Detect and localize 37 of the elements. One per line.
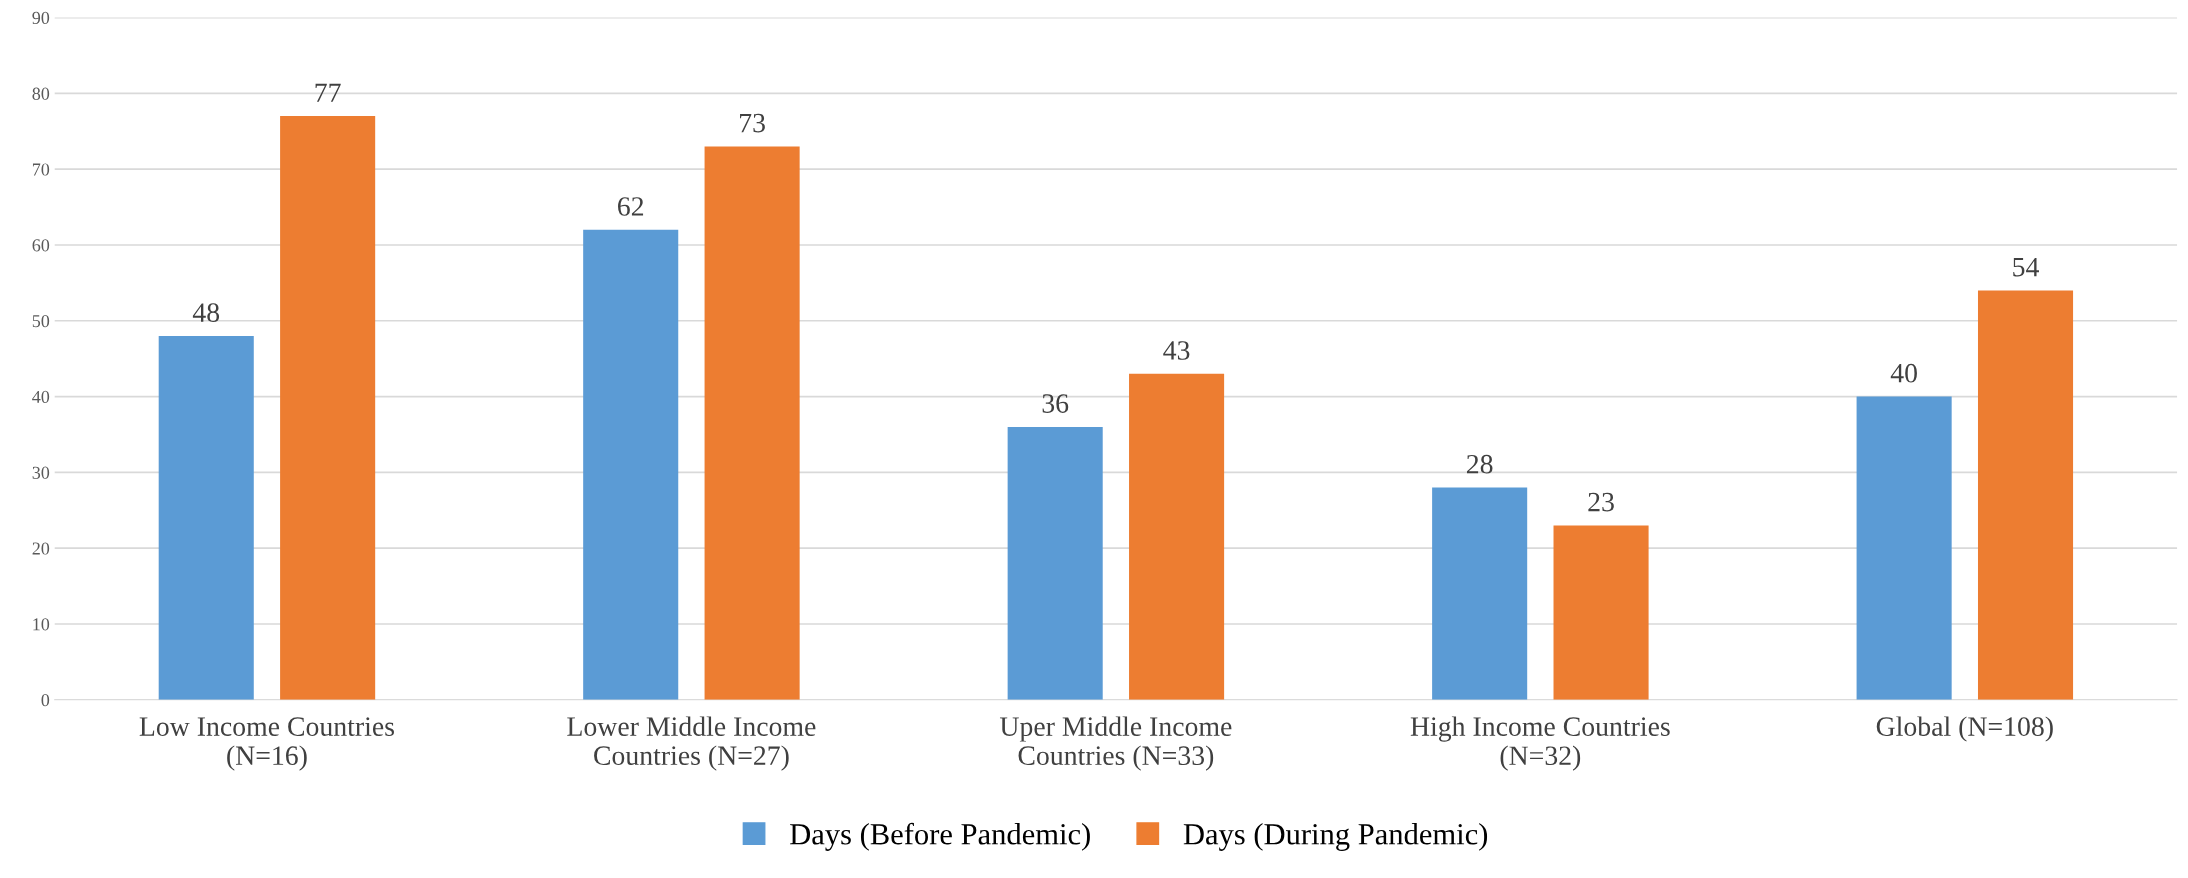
y-tick-label: 90 xyxy=(32,11,50,24)
x-tick-label: Uper Middle Income Countries (N=33) xyxy=(999,716,1232,771)
y-tick-label: 60 xyxy=(32,239,50,252)
y-tick-label: 0 xyxy=(41,694,50,707)
bar xyxy=(158,335,254,700)
legend-label: Days (Before Pandemic) xyxy=(790,822,1090,851)
bar xyxy=(1553,525,1649,700)
data-label: 73 xyxy=(740,113,765,133)
bar xyxy=(704,146,800,700)
y-tick-label: 20 xyxy=(32,542,50,555)
legend-label: Days (During Pandemic) xyxy=(1183,823,1488,851)
x-tick-label: Global (N=108) xyxy=(1876,716,2053,742)
bar xyxy=(1856,396,1952,700)
bar xyxy=(583,229,679,700)
data-label: 28 xyxy=(1466,454,1493,474)
data-label: 48 xyxy=(192,303,220,322)
data-label: 62 xyxy=(618,197,644,216)
data-label: 77 xyxy=(315,83,341,102)
x-tick-label: High Income Countries (N=32) xyxy=(1410,716,1670,771)
x-tick-label: Low Income Countries (N=16) xyxy=(139,717,394,771)
bar xyxy=(1007,426,1103,700)
y-tick-label: 50 xyxy=(32,315,50,328)
bar xyxy=(280,116,376,700)
y-tick-label: 80 xyxy=(32,87,50,100)
y-tick-label: 70 xyxy=(32,163,50,176)
bar xyxy=(1129,373,1225,700)
data-label: 43 xyxy=(1163,341,1190,360)
y-tick-label: 30 xyxy=(32,466,50,479)
x-tick-label: Lower Middle Income Countries (N=27) xyxy=(567,716,816,771)
bar xyxy=(1977,290,2074,700)
bar xyxy=(1432,487,1528,700)
data-label: 40 xyxy=(1890,363,1917,383)
y-tick-label: 40 xyxy=(32,390,50,404)
y-tick-label: 10 xyxy=(33,618,50,631)
data-label: 36 xyxy=(1042,394,1069,413)
data-label: 23 xyxy=(1588,492,1614,512)
data-label: 54 xyxy=(2013,257,2039,277)
